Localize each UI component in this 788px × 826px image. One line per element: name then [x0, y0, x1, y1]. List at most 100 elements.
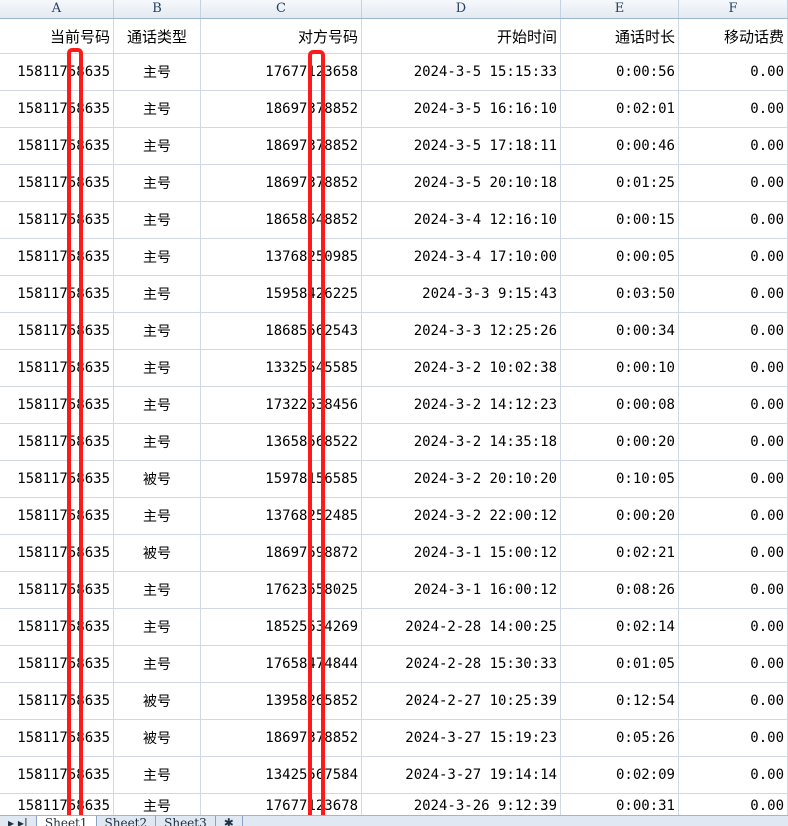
- table-cell[interactable]: 18685562543: [201, 313, 362, 349]
- table-cell[interactable]: 15811758635: [0, 128, 114, 164]
- table-cell[interactable]: 2024-3-27 19:14:14: [362, 757, 561, 793]
- table-cell[interactable]: 0:00:10: [561, 350, 679, 386]
- table-cell[interactable]: 2024-3-1 16:00:12: [362, 572, 561, 608]
- table-cell[interactable]: 0:02:01: [561, 91, 679, 127]
- table-cell[interactable]: 主号: [114, 54, 201, 90]
- table-cell[interactable]: 15811758635: [0, 609, 114, 645]
- table-cell[interactable]: 主号: [114, 239, 201, 275]
- table-cell[interactable]: 0:00:34: [561, 313, 679, 349]
- table-cell[interactable]: 2024-3-4 17:10:00: [362, 239, 561, 275]
- table-cell[interactable]: 15811758635: [0, 424, 114, 460]
- table-cell[interactable]: 15811758635: [0, 202, 114, 238]
- header-cell[interactable]: 移动话费: [679, 19, 788, 53]
- table-cell[interactable]: 18525534269: [201, 609, 362, 645]
- table-cell[interactable]: 主号: [114, 128, 201, 164]
- table-cell[interactable]: 18658548852: [201, 202, 362, 238]
- table-cell[interactable]: 2024-3-26 9:12:39: [362, 794, 561, 817]
- table-cell[interactable]: 0:00:15: [561, 202, 679, 238]
- table-cell[interactable]: 0:00:20: [561, 424, 679, 460]
- table-cell[interactable]: 0:05:26: [561, 720, 679, 756]
- table-cell[interactable]: 0:12:54: [561, 683, 679, 719]
- table-cell[interactable]: 0.00: [679, 128, 788, 164]
- table-cell[interactable]: 0.00: [679, 239, 788, 275]
- table-cell[interactable]: 2024-3-27 15:19:23: [362, 720, 561, 756]
- table-cell[interactable]: 主号: [114, 387, 201, 423]
- table-cell[interactable]: 0:00:31: [561, 794, 679, 817]
- table-cell[interactable]: 主号: [114, 276, 201, 312]
- table-cell[interactable]: 15811758635: [0, 313, 114, 349]
- table-cell[interactable]: 主号: [114, 757, 201, 793]
- column-header-a[interactable]: A: [0, 0, 114, 18]
- table-cell[interactable]: 15811758635: [0, 276, 114, 312]
- table-cell[interactable]: 2024-3-5 15:15:33: [362, 54, 561, 90]
- table-cell[interactable]: 15811758635: [0, 165, 114, 201]
- table-cell[interactable]: 15811758635: [0, 794, 114, 817]
- sheet-tab-3[interactable]: Sheet3: [156, 816, 216, 826]
- table-cell[interactable]: 0:02:21: [561, 535, 679, 571]
- table-cell[interactable]: 0:00:56: [561, 54, 679, 90]
- header-cell[interactable]: 通话类型: [114, 19, 201, 53]
- table-cell[interactable]: 0.00: [679, 202, 788, 238]
- table-cell[interactable]: 2024-2-28 15:30:33: [362, 646, 561, 682]
- table-cell[interactable]: 0:00:46: [561, 128, 679, 164]
- sheet-nav-arrows[interactable]: ▸ ▸|: [0, 816, 37, 826]
- table-cell[interactable]: 2024-3-2 10:02:38: [362, 350, 561, 386]
- table-cell[interactable]: 主号: [114, 91, 201, 127]
- table-cell[interactable]: 2024-3-2 14:35:18: [362, 424, 561, 460]
- table-cell[interactable]: 17677123658: [201, 54, 362, 90]
- table-cell[interactable]: 0.00: [679, 535, 788, 571]
- table-cell[interactable]: 主号: [114, 313, 201, 349]
- sheet-tab-2[interactable]: Sheet2: [97, 816, 157, 826]
- header-cell[interactable]: 通话时长: [561, 19, 679, 53]
- table-cell[interactable]: 0.00: [679, 91, 788, 127]
- table-cell[interactable]: 13325545585: [201, 350, 362, 386]
- table-cell[interactable]: 18697378852: [201, 720, 362, 756]
- table-cell[interactable]: 17677123678: [201, 794, 362, 817]
- table-cell[interactable]: 0:00:05: [561, 239, 679, 275]
- table-cell[interactable]: 2024-3-5 20:10:18: [362, 165, 561, 201]
- table-cell[interactable]: 0.00: [679, 683, 788, 719]
- table-cell[interactable]: 15811758635: [0, 535, 114, 571]
- table-cell[interactable]: 被号: [114, 535, 201, 571]
- table-cell[interactable]: 15811758635: [0, 91, 114, 127]
- table-cell[interactable]: 主号: [114, 165, 201, 201]
- table-cell[interactable]: 0:00:20: [561, 498, 679, 534]
- table-cell[interactable]: 13425567584: [201, 757, 362, 793]
- table-cell[interactable]: 主号: [114, 350, 201, 386]
- table-cell[interactable]: 0:01:25: [561, 165, 679, 201]
- table-cell[interactable]: 17623558025: [201, 572, 362, 608]
- table-cell[interactable]: 主号: [114, 572, 201, 608]
- column-header-b[interactable]: B: [114, 0, 201, 18]
- table-cell[interactable]: 2024-3-4 12:16:10: [362, 202, 561, 238]
- table-cell[interactable]: 15811758635: [0, 646, 114, 682]
- table-cell[interactable]: 13658568522: [201, 424, 362, 460]
- insert-sheet-icon[interactable]: ✱: [216, 816, 243, 826]
- table-cell[interactable]: 18697378852: [201, 128, 362, 164]
- table-cell[interactable]: 2024-3-5 16:16:10: [362, 91, 561, 127]
- table-cell[interactable]: 0.00: [679, 572, 788, 608]
- header-cell[interactable]: 对方号码: [201, 19, 362, 53]
- table-cell[interactable]: 主号: [114, 424, 201, 460]
- table-cell[interactable]: 15811758635: [0, 683, 114, 719]
- table-cell[interactable]: 0.00: [679, 387, 788, 423]
- table-cell[interactable]: 0.00: [679, 461, 788, 497]
- table-cell[interactable]: 0:08:26: [561, 572, 679, 608]
- table-cell[interactable]: 被号: [114, 720, 201, 756]
- table-cell[interactable]: 15811758635: [0, 461, 114, 497]
- table-cell[interactable]: 2024-3-1 15:00:12: [362, 535, 561, 571]
- table-cell[interactable]: 0.00: [679, 313, 788, 349]
- table-cell[interactable]: 0.00: [679, 424, 788, 460]
- table-cell[interactable]: 0.00: [679, 165, 788, 201]
- table-cell[interactable]: 2024-3-3 12:25:26: [362, 313, 561, 349]
- column-header-e[interactable]: E: [561, 0, 679, 18]
- table-cell[interactable]: 15958426225: [201, 276, 362, 312]
- column-header-c[interactable]: C: [201, 0, 362, 18]
- table-cell[interactable]: 被号: [114, 683, 201, 719]
- table-cell[interactable]: 主号: [114, 202, 201, 238]
- table-cell[interactable]: 2024-2-28 14:00:25: [362, 609, 561, 645]
- table-cell[interactable]: 0:10:05: [561, 461, 679, 497]
- table-cell[interactable]: 0:02:09: [561, 757, 679, 793]
- table-cell[interactable]: 0:01:05: [561, 646, 679, 682]
- table-cell[interactable]: 17658474844: [201, 646, 362, 682]
- table-cell[interactable]: 0:00:08: [561, 387, 679, 423]
